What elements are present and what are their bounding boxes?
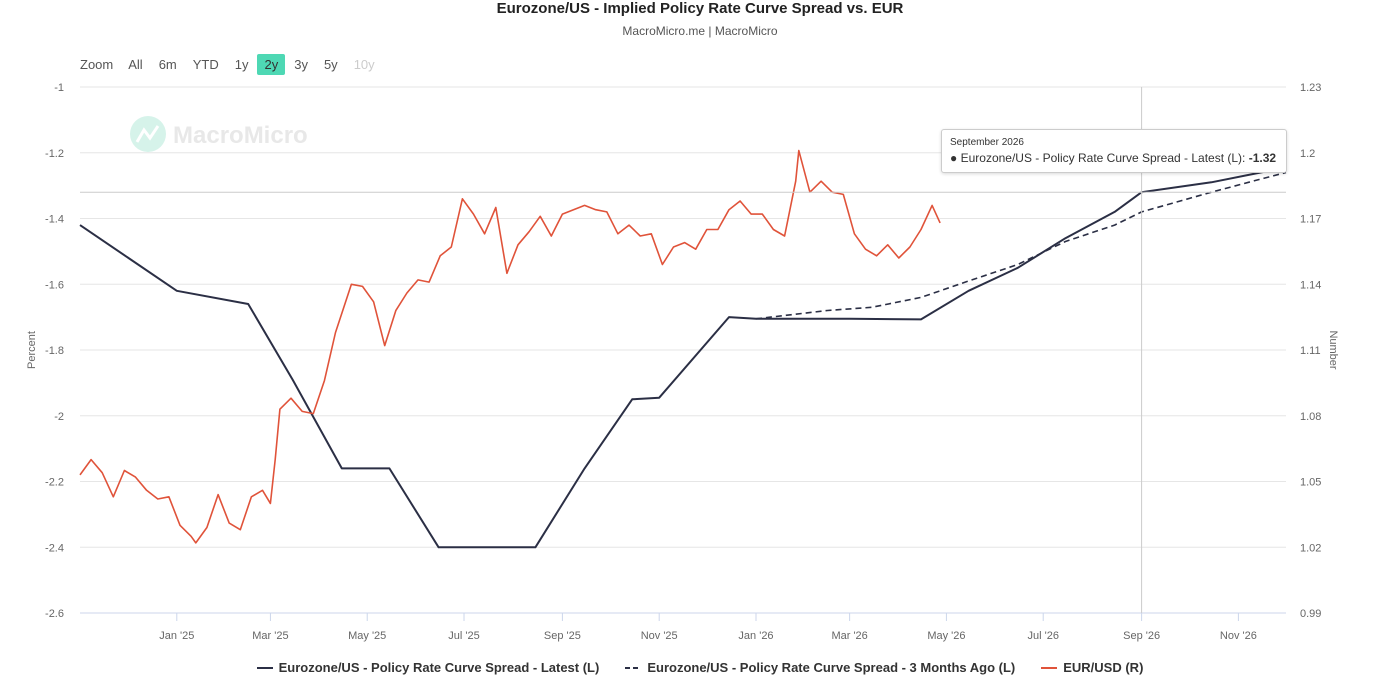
zoom-button-2y[interactable]: 2y <box>257 53 286 75</box>
right-axis-tick-label: 1.17 <box>1300 214 1321 226</box>
x-axis-tick-label: Mar '25 <box>252 630 288 642</box>
tooltip-row: ● Eurozone/US - Policy Rate Curve Spread… <box>950 151 1278 165</box>
left-axis-tick-label: -2.2 <box>45 477 64 489</box>
tooltip-date: September 2026 <box>950 137 1024 148</box>
zoom-button-10y: 10y <box>353 56 375 72</box>
series-3m-ago-line <box>755 171 1287 320</box>
right-axis-tick-label: 1.08 <box>1300 411 1321 423</box>
zoom-button-3y[interactable]: 3y <box>294 56 308 72</box>
x-axis-tick-label: Sep '26 <box>1123 630 1160 642</box>
zoom-label: Zoom <box>80 56 114 72</box>
left-axis-tick-label: -2 <box>54 411 64 423</box>
legend: Eurozone/US - Policy Rate Curve Spread -… <box>0 660 1400 675</box>
watermark-text: MacroMicro <box>173 122 308 149</box>
legend-item-eurusd[interactable]: EUR/USD (R) <box>1041 660 1143 675</box>
axes: -1 1.23 -1.2 1.2 -1.4 1.17 -1.6 1.14 -1.8 1.11 -2 1… <box>26 82 1339 642</box>
x-axis-tick-label: Nov '26 <box>1220 630 1257 642</box>
tooltip-bullet-icon: ● <box>950 151 961 165</box>
zoom-button-1y[interactable]: 1y <box>234 56 249 72</box>
x-axis-tick-label: Jan '26 <box>738 630 773 642</box>
right-axis-tick-label: 0.99 <box>1300 608 1321 620</box>
watermark: MacroMicro <box>130 116 308 152</box>
zoom-button-6m[interactable]: 6m <box>158 56 177 72</box>
right-axis-tick-label: 1.11 <box>1300 345 1321 357</box>
tooltip: September 2026 ● Eurozone/US - Policy Ra… <box>941 129 1287 173</box>
chart-title: Eurozone/US - Implied Policy Rate Curve … <box>496 0 904 17</box>
tooltip-series-label: Eurozone/US - Policy Rate Curve Spread -… <box>960 151 1249 165</box>
watermark-logo-mark-icon <box>135 125 160 143</box>
left-axis-title: Percent <box>26 331 38 369</box>
zoom-button-all[interactable]: All <box>128 56 143 72</box>
zoom-bar: Zoom All 6m YTD 1y 2y 3y 5y 10y <box>74 53 384 75</box>
legend-label-latest: Eurozone/US - Policy Rate Curve Spread -… <box>278 660 600 675</box>
left-axis-tick-label: -1 <box>54 82 64 94</box>
x-axis-tick-label: May '25 <box>348 630 386 642</box>
x-axis-tick-label: Jul '25 <box>448 630 479 642</box>
zoom-button-ytd[interactable]: YTD <box>192 56 219 72</box>
x-axis-tick-label: Jul '26 <box>1027 630 1058 642</box>
legend-label-3m-ago: Eurozone/US - Policy Rate Curve Spread -… <box>647 660 1016 675</box>
left-axis-tick-label: -2.6 <box>45 608 64 620</box>
x-axis-tick-label: Jan '25 <box>159 630 194 642</box>
legend-dashed-line-icon <box>625 666 642 669</box>
left-axis-tick-label: -2.4 <box>45 542 64 554</box>
tooltip-value: -1.32 <box>1248 151 1277 165</box>
right-axis-tick-label: 1.02 <box>1300 542 1321 554</box>
legend-label-eurusd: EUR/USD (R) <box>1063 660 1144 675</box>
right-axis-tick-label: 1.14 <box>1300 279 1321 291</box>
series <box>79 149 1287 549</box>
x-axis-tick-label: May '26 <box>927 630 965 642</box>
legend-item-latest[interactable]: Eurozone/US - Policy Rate Curve Spread -… <box>256 660 600 675</box>
right-axis-title: Number <box>1327 330 1339 369</box>
left-axis-tick-label: -1.2 <box>45 148 64 160</box>
series-latest-line <box>79 166 1287 549</box>
right-axis-tick-label: 1.2 <box>1300 148 1315 160</box>
chart-subtitle: MacroMicro.me | MacroMicro <box>622 24 778 38</box>
legend-red-line-icon <box>1041 666 1058 669</box>
right-axis-tick-label: 1.23 <box>1300 82 1321 94</box>
legend-solid-line-icon <box>256 666 273 669</box>
left-axis-tick-label: -1.6 <box>45 279 64 291</box>
left-axis-tick-label: -1.4 <box>45 214 64 226</box>
legend-item-3m-ago[interactable]: Eurozone/US - Policy Rate Curve Spread -… <box>625 660 1015 675</box>
series-eurusd-line <box>79 149 941 544</box>
zoom-button-5y[interactable]: 5y <box>323 56 338 72</box>
right-axis-tick-label: 1.05 <box>1300 477 1321 489</box>
x-axis-tick-label: Sep '25 <box>544 630 581 642</box>
x-axis-tick-label: Nov '25 <box>641 630 678 642</box>
left-axis-tick-label: -1.8 <box>45 345 64 357</box>
x-axis-tick-label: Mar '26 <box>831 630 867 642</box>
